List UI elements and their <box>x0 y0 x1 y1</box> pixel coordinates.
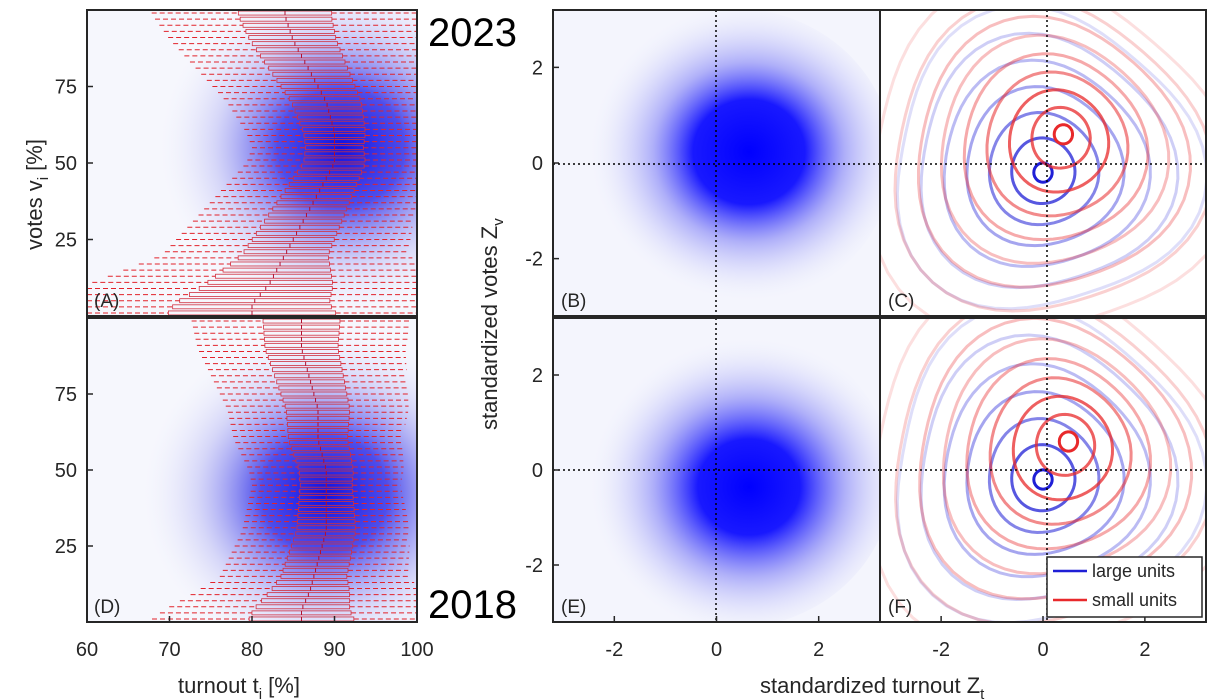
x-tick-label: 70 <box>158 639 180 661</box>
contour-large-units <box>965 85 1126 248</box>
panel-b: (B) -2 0 2 <box>525 9 881 317</box>
year-label-2023: 2023 <box>428 11 517 55</box>
contour-large-units <box>965 390 1126 556</box>
left-y-axis-label-sub: i <box>35 177 52 180</box>
x-tick-label: -2 <box>605 639 623 661</box>
right-x-axis-label: standardized turnout Zt <box>760 673 985 700</box>
panel-e-label: (E) <box>561 597 586 618</box>
y-tick-label: 75 <box>55 77 77 99</box>
left-y-axis-label-tail: [%] <box>22 139 47 177</box>
x-tick-label: 90 <box>323 639 345 661</box>
right-y-axis-label-sub: v <box>490 218 507 226</box>
x-tick-label: -2 <box>932 639 950 661</box>
x-tick-label: 100 <box>400 639 433 661</box>
contour-small-units <box>985 70 1130 218</box>
y-tick-label: 0 <box>532 460 543 482</box>
panel-d-y-ticks: 25 50 75 <box>55 384 93 558</box>
contour-small-units <box>939 33 1171 265</box>
panel-e-density <box>573 328 880 622</box>
panel-f: (F) -2 0 2 large units small units <box>879 317 1207 661</box>
y-tick-label: -2 <box>525 555 543 577</box>
panel-d-label: (D) <box>94 597 120 618</box>
right-y-axis-label: standardized votes Zv <box>477 218 507 430</box>
panel-e-y-ticks: -2 0 2 <box>525 365 559 577</box>
x-tick-label: 2 <box>1139 639 1150 661</box>
panel-d-density <box>87 318 417 622</box>
panel-b-label: (B) <box>561 291 586 312</box>
panel-c-label: (C) <box>888 291 914 312</box>
y-tick-label: -2 <box>525 249 543 271</box>
left-x-axis-label-main: turnout t <box>178 673 259 698</box>
contour-small-units <box>917 14 1192 289</box>
right-y-axis-label-main: standardized votes Z <box>477 226 502 430</box>
contour-small-units <box>962 52 1150 242</box>
left-x-axis-label-sub: i <box>259 686 262 700</box>
contour-large-units <box>895 10 1206 311</box>
panel-f-x-ticks: -2 0 2 <box>932 616 1150 661</box>
contour-large-units <box>987 417 1101 535</box>
y-tick-label: 50 <box>55 460 77 482</box>
x-tick-label: 0 <box>1037 639 1048 661</box>
left-y-axis-label: votes vi [%] <box>22 139 52 250</box>
y-tick-label: 50 <box>55 153 77 175</box>
panel-d: (D) 2018 25 50 75 60 70 80 90 100 <box>55 317 517 661</box>
panel-a-boxplots <box>87 10 417 316</box>
y-tick-label: 75 <box>55 384 77 406</box>
year-label-2018: 2018 <box>428 583 517 627</box>
contour-small-units <box>893 10 1206 313</box>
contour-large-units <box>919 31 1180 290</box>
panel-a-density <box>87 10 417 316</box>
contour-small-units <box>965 357 1152 551</box>
panel-c-frame <box>879 9 1207 317</box>
panel-b-y-ticks: -2 0 2 <box>525 57 559 271</box>
panel-b-density <box>573 10 880 308</box>
legend: large units small units <box>1046 556 1203 618</box>
legend-label-large: large units <box>1092 561 1175 581</box>
x-tick-label: 0 <box>711 639 722 661</box>
right-x-axis-label-main: standardized turnout Z <box>760 673 980 698</box>
x-tick-label: 60 <box>76 639 98 661</box>
panel-a: (A) 2023 25 50 75 <box>55 9 517 317</box>
y-tick-label: 25 <box>55 536 77 558</box>
panel-a-y-ticks: 25 50 75 <box>55 77 93 252</box>
panel-c: (C) <box>879 9 1207 317</box>
contour-small-units <box>1057 430 1080 453</box>
panel-f-label: (F) <box>888 597 912 618</box>
contour-small-units <box>1011 394 1115 502</box>
legend-label-small: small units <box>1092 590 1177 610</box>
y-tick-label: 0 <box>532 153 543 175</box>
contour-small-units <box>880 318 1206 622</box>
panel-c-contours <box>880 10 1206 316</box>
contour-small-units <box>880 10 1206 316</box>
contour-small-units <box>1034 412 1097 477</box>
contour-small-units <box>1052 123 1074 146</box>
left-y-axis-label-main: votes v <box>22 180 47 250</box>
legend-box <box>1046 556 1203 618</box>
right-x-axis-label-sub: t <box>980 686 985 700</box>
contour-small-units <box>1008 88 1111 194</box>
contour-large-units <box>1010 443 1077 513</box>
x-tick-label: 80 <box>241 639 263 661</box>
panel-d-x-ticks: 60 70 80 90 100 <box>76 616 434 661</box>
contour-small-units <box>941 337 1173 576</box>
y-tick-label: 2 <box>532 57 543 79</box>
y-tick-label: 2 <box>532 365 543 387</box>
left-x-axis-label: turnout ti [%] <box>178 673 300 700</box>
x-tick-label: 2 <box>813 639 824 661</box>
panel-d-boxplots <box>152 318 417 622</box>
left-x-axis-label-tail: [%] <box>262 673 300 698</box>
contour-large-units <box>942 58 1152 268</box>
y-tick-label: 25 <box>55 230 77 252</box>
contour-small-units <box>988 376 1133 526</box>
panel-e-x-ticks: -2 0 2 <box>605 616 824 661</box>
panel-a-label: (A) <box>94 291 119 312</box>
panel-e: (E) -2 0 2 -2 0 2 <box>525 317 881 661</box>
